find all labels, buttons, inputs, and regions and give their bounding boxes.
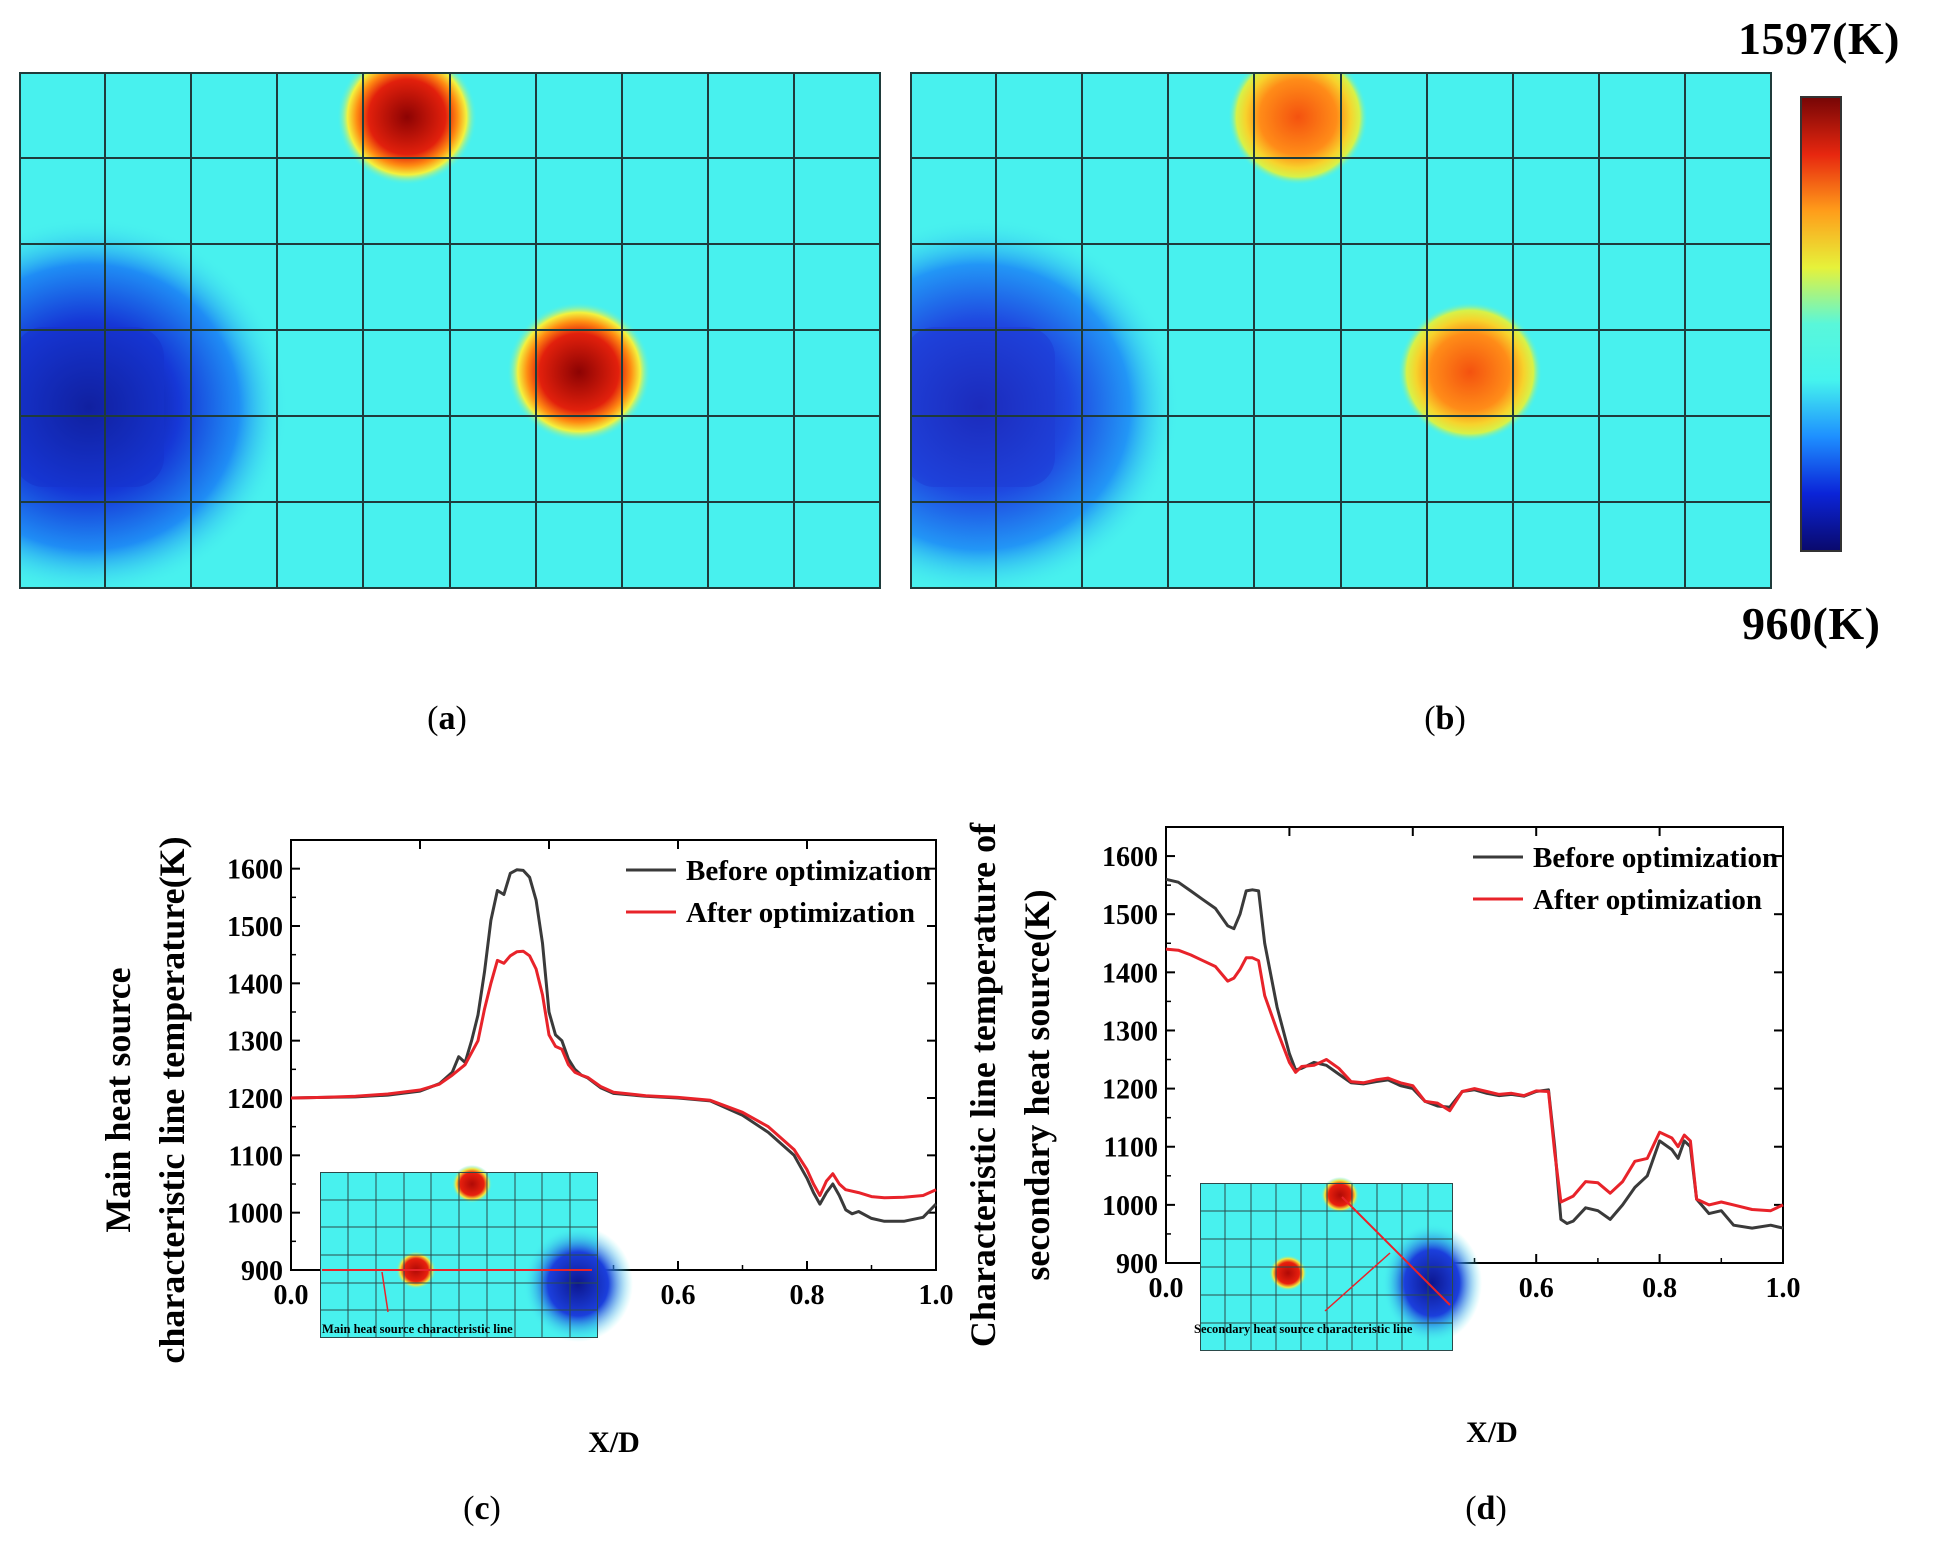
legend-label: Before optimization <box>1533 842 1778 874</box>
y-tick-label: 1200 <box>227 1084 283 1115</box>
y-tick-label: 1100 <box>1104 1133 1158 1164</box>
colorbar-max-label: 1597(K) <box>1738 13 1900 64</box>
callout-pointer <box>381 1271 389 1313</box>
characteristic-line <box>1341 1196 1451 1306</box>
x-axis-label: X/D <box>1466 1416 1518 1449</box>
x-tick-label: 0.0 <box>274 1280 309 1311</box>
y-axis-label-line-2: characteristic line temperature(K) <box>152 836 192 1363</box>
cold-spot-core <box>910 327 1055 487</box>
panel-label-c: (c) <box>463 1490 501 1527</box>
panel-label-a: (a) <box>427 700 467 737</box>
y-tick-label: 1600 <box>227 855 283 886</box>
y-tick-label: 1000 <box>227 1199 283 1230</box>
y-axis-label-line-1: Characteristic line temperature of <box>965 822 1003 1347</box>
x-tick-label: 0.0 <box>1149 1273 1184 1304</box>
x-tick-label: 0.6 <box>1519 1273 1554 1304</box>
chart-d: Characteristic line temperature of secon… <box>965 822 1801 1449</box>
cold-spot-core <box>19 327 164 487</box>
x-tick-label: 0.6 <box>661 1280 696 1311</box>
x-tick-label: 0.8 <box>1642 1273 1677 1304</box>
callout-pointer <box>1324 1252 1391 1312</box>
y-tick-label: 1400 <box>227 969 283 1000</box>
y-tick-label: 1100 <box>229 1141 283 1172</box>
panel-label-d: (d) <box>1465 1490 1507 1527</box>
x-axis-label: X/D <box>588 1426 640 1459</box>
hot-spot-center <box>1398 302 1542 442</box>
inset-caption: Secondary heat source characteristic lin… <box>1194 1322 1413 1336</box>
series-line-before <box>1165 877 1784 1230</box>
series-line-after <box>290 949 937 1200</box>
y-axis-label-line-1: Main heat source <box>98 967 138 1232</box>
x-tick-label: 1.0 <box>1766 1273 1801 1304</box>
y-tick-label: 1300 <box>227 1027 283 1058</box>
colorbar <box>1800 96 1842 552</box>
series-line-after <box>1165 947 1784 1213</box>
y-tick-label: 1500 <box>227 912 283 943</box>
panel-label-b: (b) <box>1424 700 1466 737</box>
temperature-field-a <box>19 72 881 589</box>
y-tick-label: 1600 <box>1102 842 1158 873</box>
inset-caption: Main heat source characteristic line <box>322 1322 513 1336</box>
inset-field: Secondary heat source characteristic lin… <box>1194 1177 1482 1351</box>
x-tick-label: 0.8 <box>790 1280 825 1311</box>
legend-label: After optimization <box>686 897 915 929</box>
y-tick-label: 1400 <box>1102 958 1158 989</box>
chart-c: Main heat source characteristic line tem… <box>98 836 954 1459</box>
colorbar-min-label: 960(K) <box>1742 598 1881 649</box>
mesh-grid <box>19 72 881 589</box>
temperature-field-b <box>910 72 1772 589</box>
mesh-grid <box>910 72 1772 589</box>
y-tick-label: 1300 <box>1102 1016 1158 1047</box>
hot-spot-center <box>507 302 651 442</box>
y-tick-label: 1500 <box>1102 900 1158 931</box>
y-tick-label: 900 <box>241 1256 283 1287</box>
y-tick-label: 1200 <box>1102 1075 1158 1106</box>
y-tick-label: 1000 <box>1102 1191 1158 1222</box>
legend-label: Before optimization <box>686 855 931 887</box>
hot-spot-top <box>337 72 477 185</box>
inset-field: Main heat source characteristic line <box>320 1165 633 1342</box>
series-line-before <box>290 868 938 1223</box>
y-axis-label-line-2: secondary heat source(K) <box>1017 889 1057 1280</box>
legend-label: After optimization <box>1533 884 1762 916</box>
y-tick-label: 900 <box>1116 1249 1158 1280</box>
hot-spot-top <box>1228 72 1368 185</box>
x-tick-label: 1.0 <box>919 1280 954 1311</box>
